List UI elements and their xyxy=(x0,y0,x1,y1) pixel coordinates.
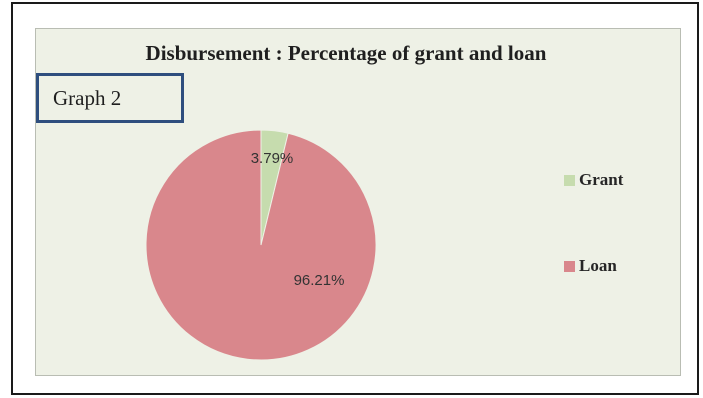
pie-slice-loan xyxy=(145,129,377,361)
data-label-loan: 96.21% xyxy=(294,272,345,289)
legend-label-loan: Loan xyxy=(579,256,617,275)
pie-chart: 3.79% 96.21% xyxy=(145,129,377,361)
legend-swatch-grant xyxy=(564,174,575,186)
data-label-grant: 3.79% xyxy=(251,150,294,167)
chart-title: Disbursement : Percentage of grant and l… xyxy=(145,41,547,65)
legend-label-grant: Grant xyxy=(579,170,624,189)
legend-swatch-loan xyxy=(564,260,575,272)
chart-area: Disbursement : Percentage of grant and l… xyxy=(35,28,681,376)
graph-label-box: Graph 2 xyxy=(36,73,184,123)
legend-item-grant: Grant xyxy=(564,169,623,191)
legend-item-loan: Loan xyxy=(564,255,617,277)
